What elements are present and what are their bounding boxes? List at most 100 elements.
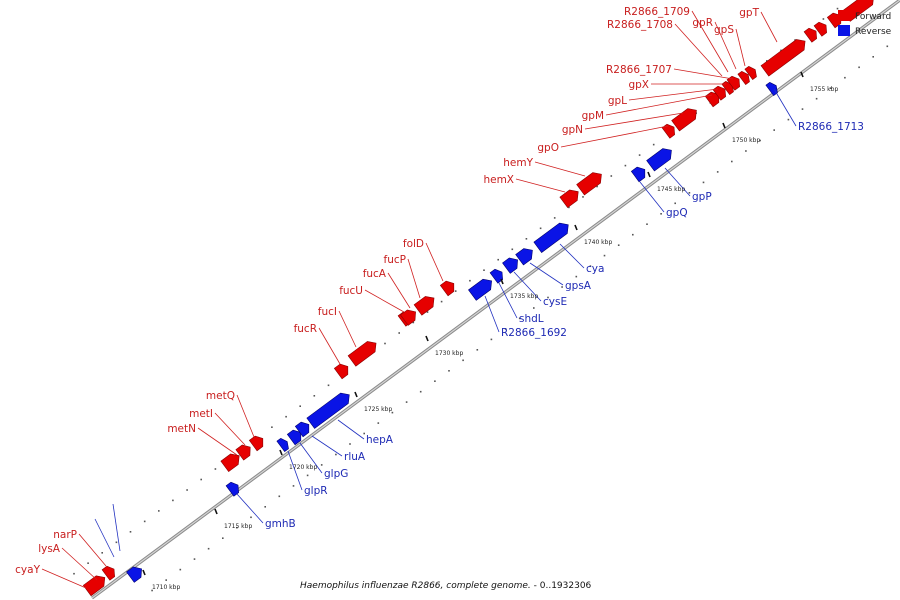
forward-gene-arrow[interactable]: [813, 20, 830, 37]
gene-label-r2866_1692[interactable]: R2866_1692: [501, 327, 567, 339]
gene-label-gpq[interactable]: gpQ: [666, 207, 688, 219]
minor-tick-dot: [483, 269, 485, 271]
forward-gene-arrow[interactable]: [712, 84, 729, 101]
gene-label-r2866_1709[interactable]: R2866_1709: [624, 6, 690, 18]
reverse-gene-arrow[interactable]: [286, 427, 304, 446]
gene-label-gpo[interactable]: gpO: [537, 142, 559, 154]
reverse-gene-arrow[interactable]: [468, 276, 495, 301]
gene-label-cyay[interactable]: cyaY: [15, 564, 40, 576]
forward-gene-arrow[interactable]: [220, 450, 243, 472]
gene-label-gpn[interactable]: gpN: [562, 124, 583, 136]
gene-label-narp[interactable]: narP: [53, 529, 77, 541]
forward-gene-arrow[interactable]: [347, 338, 380, 367]
gene-label-cya[interactable]: cya: [586, 263, 604, 275]
gene-label-shdl[interactable]: shdL: [519, 313, 544, 325]
minor-tick-dot: [660, 213, 662, 215]
major-tick-mark: [279, 449, 283, 456]
gene-label-fucu[interactable]: fucU: [339, 285, 363, 297]
minor-tick-dot: [179, 568, 182, 571]
gene-label-r2866_1713[interactable]: R2866_1713: [798, 121, 864, 133]
gene-label-gpsa[interactable]: gpsA: [565, 280, 592, 292]
genome-caption-name: Haemophilus influenzae R2866, complete g…: [300, 581, 531, 591]
reverse-gene-arrow[interactable]: [126, 564, 146, 583]
genome-backbone: [91, 0, 900, 599]
minor-tick-dot: [561, 286, 563, 288]
reverse-gene-arrow[interactable]: [515, 245, 537, 266]
gene-label-gps[interactable]: gpS: [714, 24, 734, 36]
reverse-gene-arrow[interactable]: [225, 480, 242, 497]
gene-label-hepa[interactable]: hepA: [366, 434, 394, 446]
minor-tick-dot: [87, 562, 89, 564]
gene-label-meti[interactable]: metI: [189, 408, 213, 420]
minor-tick-dot: [448, 370, 450, 372]
forward-gene-arrow[interactable]: [661, 122, 678, 139]
gene-label-metn[interactable]: metN: [167, 423, 196, 435]
gene-leader-line: [639, 181, 665, 213]
gene-leader-line: [534, 161, 586, 177]
forward-gene-arrow[interactable]: [737, 69, 752, 86]
gene-label-gpx[interactable]: gpX: [628, 79, 649, 91]
forward-gene-arrow[interactable]: [726, 74, 743, 91]
forward-gene-arrow[interactable]: [559, 186, 582, 208]
gene-label-gmhb[interactable]: gmhB: [265, 518, 296, 530]
reverse-gene-arrow[interactable]: [765, 80, 780, 97]
gene-label-lysa[interactable]: lysA: [38, 543, 61, 555]
reverse-gene-arrow[interactable]: [489, 267, 506, 284]
gene-label-fucp[interactable]: fucP: [384, 254, 406, 266]
gene-label-gpr[interactable]: gpR: [692, 17, 713, 29]
forward-gene-arrow[interactable]: [333, 361, 351, 380]
gene-label-hemy[interactable]: hemY: [503, 157, 533, 169]
forward-gene-arrow[interactable]: [760, 36, 809, 77]
gene-label-gpt[interactable]: gpT: [739, 7, 759, 19]
gene-label-metq[interactable]: metQ: [206, 390, 235, 402]
gene-label-glpr[interactable]: glpR: [304, 485, 328, 497]
minor-tick-dot: [582, 196, 584, 198]
reverse-gene-arrow[interactable]: [630, 164, 648, 183]
minor-tick-dot: [603, 254, 606, 257]
gene-label-glpg[interactable]: glpG: [324, 468, 348, 480]
forward-gene-arrow[interactable]: [413, 293, 438, 316]
gene-label-fucr[interactable]: fucR: [294, 323, 317, 335]
gene-label-r2866_1708[interactable]: R2866_1708: [607, 19, 673, 31]
gene-label-r2866_1707[interactable]: R2866_1707: [606, 64, 672, 76]
reverse-gene-arrow[interactable]: [646, 145, 676, 172]
minor-tick-dot: [822, 18, 825, 20]
gene-label-fuca[interactable]: fucA: [363, 268, 387, 280]
gene-label-gpl[interactable]: gpL: [608, 95, 627, 107]
gene-label-gpm[interactable]: gpM: [582, 110, 604, 122]
minor-tick-dot: [674, 202, 676, 205]
gene-label-fold[interactable]: folD: [403, 238, 424, 250]
forward-gene-arrow[interactable]: [576, 169, 606, 196]
gene-leader-line: [387, 272, 411, 309]
reverse-gene-arrow[interactable]: [306, 389, 353, 429]
axis-tick-label: 1715 kbp: [224, 523, 252, 530]
gene-label-gpp[interactable]: gpP: [692, 191, 712, 203]
reverse-gene-arrow[interactable]: [533, 219, 572, 253]
forward-gene-arrow[interactable]: [744, 64, 759, 81]
forward-gene-arrow[interactable]: [248, 433, 266, 452]
forward-gene-arrow[interactable]: [439, 278, 457, 297]
minor-tick-dot: [73, 572, 75, 575]
reverse-gene-arrow[interactable]: [276, 436, 291, 453]
gene-label-hemx[interactable]: hemX: [483, 174, 514, 186]
forward-gene-arrow[interactable]: [671, 105, 701, 132]
forward-gene-arrow[interactable]: [101, 564, 118, 581]
gene-label-fuci[interactable]: fucI: [318, 306, 337, 318]
minor-tick-dot: [165, 579, 167, 581]
gene-leader-line: [61, 547, 98, 581]
minor-tick-dot: [702, 181, 705, 184]
gene-label-rlua[interactable]: rluA: [344, 451, 366, 463]
minor-tick-dot: [462, 359, 464, 362]
minor-tick-dot: [610, 175, 613, 177]
forward-gene-arrow[interactable]: [803, 26, 820, 43]
minor-tick-dot: [349, 443, 351, 445]
reverse-gene-arrow[interactable]: [502, 255, 522, 274]
forward-gene-arrow[interactable]: [82, 572, 108, 597]
reverse-gene-arrow[interactable]: [294, 419, 312, 438]
forward-gene-arrow[interactable]: [400, 307, 420, 326]
gene-label-cyse[interactable]: cysE: [543, 296, 567, 308]
forward-gene-arrow[interactable]: [235, 442, 254, 461]
minor-tick-dot: [426, 311, 429, 313]
minor-tick-dot: [143, 520, 146, 523]
minor-tick-dot: [172, 499, 174, 502]
